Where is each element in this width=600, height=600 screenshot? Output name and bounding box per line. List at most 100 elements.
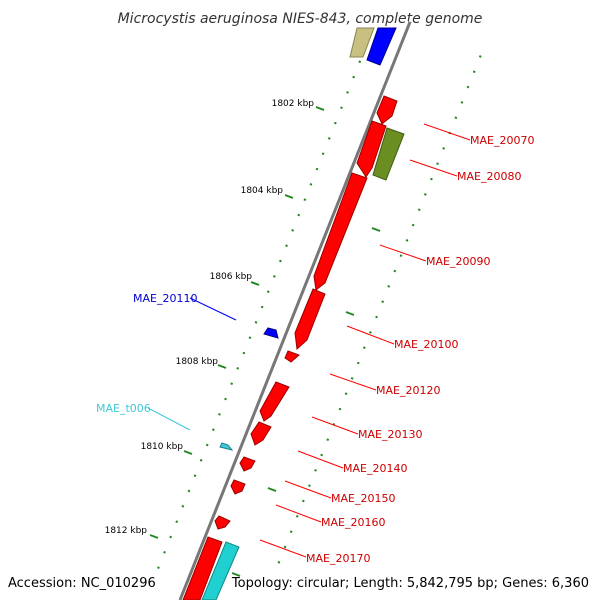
major-tick xyxy=(284,194,294,199)
tick-dot xyxy=(295,515,299,518)
genome-backbone xyxy=(176,20,414,600)
tick-dot xyxy=(423,193,427,196)
feature-cyan-bottom[interactable] xyxy=(201,541,240,600)
tick-dot xyxy=(411,223,415,227)
gene-MAE_20140-arrow[interactable] xyxy=(239,456,256,472)
gene-MAE_20080-arrow[interactable] xyxy=(372,127,405,181)
tick-dot xyxy=(340,106,343,110)
tick-dot xyxy=(332,423,336,426)
leader-MAE_20120 xyxy=(329,373,377,391)
tick-dot xyxy=(387,285,391,288)
tick-dot xyxy=(230,382,234,386)
tick-dot xyxy=(436,162,439,166)
tick-dot xyxy=(289,530,293,533)
tick-dot xyxy=(327,137,331,140)
major-tick xyxy=(250,281,260,286)
major-tick xyxy=(149,534,159,539)
feature-khaki-top[interactable] xyxy=(349,27,375,58)
tick-dot xyxy=(393,269,397,273)
tick-dot xyxy=(399,254,403,258)
tick-dot xyxy=(272,275,276,278)
major-tick xyxy=(267,487,277,492)
gene-MAE_20070-arrow[interactable] xyxy=(376,95,398,125)
gene-MAE_20150-arrow[interactable] xyxy=(230,479,246,495)
tick-dot xyxy=(157,566,160,569)
tick-dot xyxy=(303,198,307,202)
tick-label: 1810 kbp xyxy=(141,442,184,452)
tick-dot xyxy=(320,453,324,457)
tick-dot xyxy=(254,321,258,324)
major-tick xyxy=(315,106,325,111)
tick-dot xyxy=(405,239,409,242)
leader-MAE_20160 xyxy=(275,504,322,523)
tick-dot xyxy=(478,55,482,58)
gene-features xyxy=(182,27,405,600)
gene-MAE_20110-arrow[interactable] xyxy=(263,327,279,339)
tick-dot xyxy=(260,305,264,309)
tick-dot xyxy=(358,60,362,64)
gene-labels: MAE_20070 MAE_20080 MAE_20090 MAE_20100 … xyxy=(96,134,534,565)
tick-dot xyxy=(454,116,458,120)
gene-MAE_20170-arrow[interactable] xyxy=(182,536,223,600)
tick-dot xyxy=(175,520,179,523)
tick-dot xyxy=(187,489,191,493)
tick-dot xyxy=(285,244,288,248)
tick-dot xyxy=(344,392,348,396)
gene-label-MAE_20070[interactable]: MAE_20070 xyxy=(470,134,534,147)
gene-label-MAE_20100[interactable]: MAE_20100 xyxy=(394,338,458,351)
major-tick-marks xyxy=(149,106,381,577)
tick-dot xyxy=(338,407,342,411)
gene-MAE_20120-arrow[interactable] xyxy=(284,350,300,363)
feature-blue-top[interactable] xyxy=(366,27,397,66)
tick-dot xyxy=(362,346,366,350)
gene-MAE_t006-arrow[interactable] xyxy=(219,442,234,451)
summary-text: Topology: circular; Length: 5,842,795 bp… xyxy=(231,576,589,591)
major-tick xyxy=(183,450,193,455)
tick-dot xyxy=(163,550,166,554)
tick-dot xyxy=(417,208,421,212)
tick-dot xyxy=(181,505,185,508)
gene-MAE_20090-arrow[interactable] xyxy=(313,172,368,291)
tick-dot xyxy=(466,85,470,89)
gene-label-MAE_20160[interactable]: MAE_20160 xyxy=(321,516,385,529)
gene-MAE_20160-arrow[interactable] xyxy=(214,515,231,530)
major-tick xyxy=(217,364,227,369)
gene-label-MAE_20140[interactable]: MAE_20140 xyxy=(343,462,407,475)
tick-label: 1808 kbp xyxy=(176,357,219,367)
tick-label: 1806 kbp xyxy=(210,272,253,282)
gene-label-MAE_t006[interactable]: MAE_t006 xyxy=(96,402,151,415)
tick-dot xyxy=(169,535,173,539)
tick-dot xyxy=(375,315,378,319)
gene-feature-arrow[interactable] xyxy=(356,120,387,178)
leader-MAE_20080 xyxy=(409,159,458,177)
gene-label-MAE_20090[interactable]: MAE_20090 xyxy=(426,255,490,268)
tick-dot xyxy=(211,428,215,432)
tick-dot xyxy=(350,377,354,380)
tick-dot xyxy=(218,413,221,416)
leader-MAE_20140 xyxy=(297,450,344,469)
major-tick xyxy=(231,572,241,577)
tick-dot xyxy=(199,459,203,462)
tick-dot xyxy=(297,213,301,217)
gene-label-MAE_20150[interactable]: MAE_20150 xyxy=(331,492,395,505)
gene-label-MAE_20110[interactable]: MAE_20110 xyxy=(133,292,197,305)
leader-MAE_20150 xyxy=(284,480,332,499)
gene-feature-arrow[interactable] xyxy=(250,421,272,446)
tick-label: 1802 kbp xyxy=(272,99,315,109)
gene-label-MAE_20170[interactable]: MAE_20170 xyxy=(306,552,370,565)
tick-dot xyxy=(291,229,295,232)
gene-label-MAE_20130[interactable]: MAE_20130 xyxy=(358,428,422,441)
tick-dot xyxy=(224,397,227,401)
tick-dot xyxy=(277,561,281,564)
gene-label-MAE_20120[interactable]: MAE_20120 xyxy=(376,384,440,397)
tick-dot xyxy=(314,469,317,472)
major-tick xyxy=(371,227,381,232)
tick-dot xyxy=(193,474,197,477)
gene-MAE_20130-arrow[interactable] xyxy=(259,381,290,422)
leader-MAE_t006 xyxy=(147,407,191,431)
gene-MAE_20100-arrow[interactable] xyxy=(294,288,326,351)
gene-label-MAE_20080[interactable]: MAE_20080 xyxy=(457,170,521,183)
major-tick xyxy=(345,311,355,316)
leader-MAE_20170 xyxy=(259,539,307,558)
tick-dot xyxy=(346,91,349,94)
